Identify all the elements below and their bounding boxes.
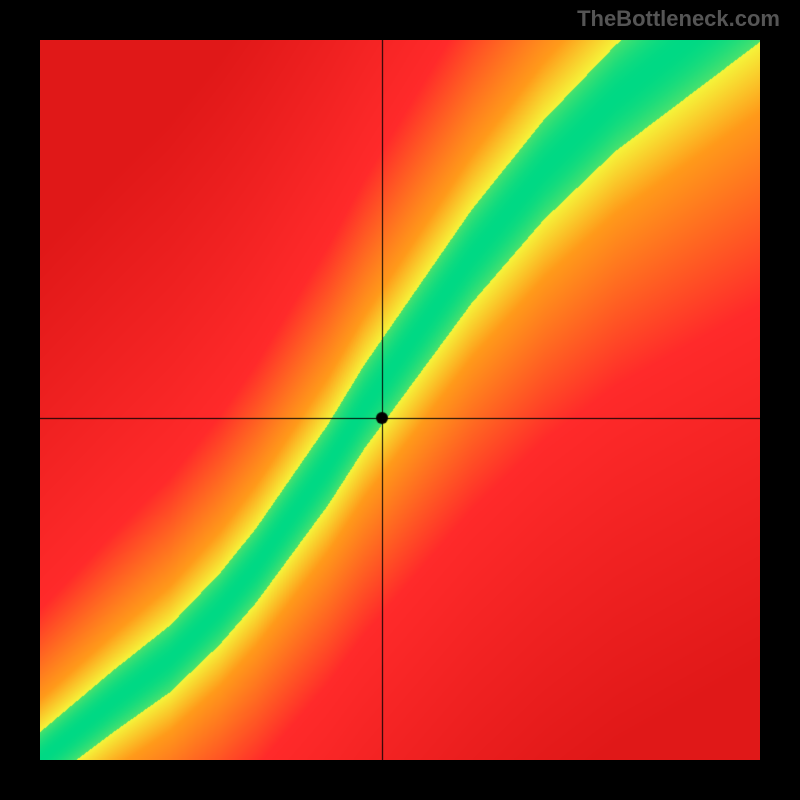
chart-container: TheBottleneck.com <box>0 0 800 800</box>
bottleneck-heatmap <box>40 40 760 760</box>
watermark-text: TheBottleneck.com <box>577 6 780 32</box>
